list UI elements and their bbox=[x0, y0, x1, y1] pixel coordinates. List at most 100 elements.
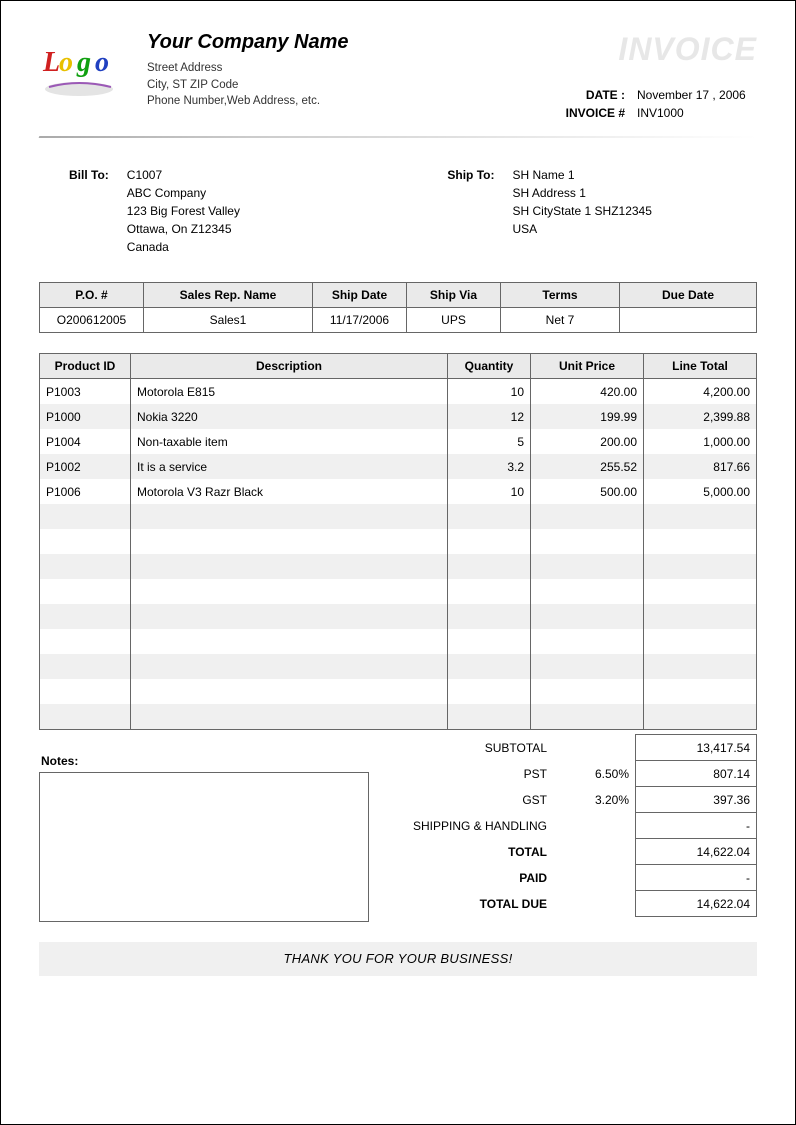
table-row bbox=[40, 504, 757, 529]
cell-product-id bbox=[40, 604, 131, 629]
order-header: Ship Date bbox=[313, 283, 407, 308]
cell-line-total: 817.66 bbox=[644, 454, 757, 479]
notes-label: Notes: bbox=[41, 754, 369, 768]
company-name: Your Company Name bbox=[147, 31, 349, 54]
cell-product-id: P1004 bbox=[40, 429, 131, 454]
totals-label: SHIPPING & HANDLING bbox=[379, 813, 553, 839]
cell-line-total bbox=[644, 654, 757, 679]
cell-quantity bbox=[448, 679, 531, 704]
cell-product-id bbox=[40, 654, 131, 679]
invoice-title: INVOICE bbox=[545, 31, 757, 68]
bill-to-line: Ottawa, On Z12345 bbox=[127, 220, 240, 238]
ship-to-heading: Ship To: bbox=[447, 166, 494, 256]
order-row: O200612005 Sales1 11/17/2006 UPS Net 7 bbox=[40, 308, 757, 333]
order-header: Ship Via bbox=[407, 283, 501, 308]
meta-date-row: DATE : November 17 , 2006 bbox=[545, 86, 757, 104]
totals-row: TOTAL14,622.04 bbox=[379, 839, 757, 865]
cell-unit-price bbox=[531, 679, 644, 704]
cell-description bbox=[131, 704, 448, 730]
svg-text:L: L bbox=[42, 47, 60, 78]
notes-area: Notes: bbox=[39, 734, 369, 922]
cell-quantity: 3.2 bbox=[448, 454, 531, 479]
divider-line bbox=[39, 136, 758, 138]
table-row bbox=[40, 654, 757, 679]
cell-product-id: P1006 bbox=[40, 479, 131, 504]
order-header-row: P.O. # Sales Rep. Name Ship Date Ship Vi… bbox=[40, 283, 757, 308]
bill-to-lines: C1007 ABC Company 123 Big Forest Valley … bbox=[127, 166, 240, 256]
cell-line-total: 5,000.00 bbox=[644, 479, 757, 504]
totals-value: 13,417.54 bbox=[636, 735, 757, 761]
cell-line-total: 4,200.00 bbox=[644, 379, 757, 405]
header-right: INVOICE DATE : November 17 , 2006 INVOIC… bbox=[545, 31, 757, 122]
cell-description bbox=[131, 579, 448, 604]
totals-row: PST6.50%807.14 bbox=[379, 761, 757, 787]
totals-area: SUBTOTAL13,417.54PST6.50%807.14GST3.20%3… bbox=[379, 734, 757, 922]
order-cell-terms: Net 7 bbox=[501, 308, 620, 333]
totals-row: PAID- bbox=[379, 865, 757, 891]
cell-product-id bbox=[40, 704, 131, 730]
cell-unit-price bbox=[531, 579, 644, 604]
totals-value: - bbox=[636, 813, 757, 839]
items-header-row: Product ID Description Quantity Unit Pri… bbox=[40, 354, 757, 379]
table-row bbox=[40, 529, 757, 554]
logo-icon: L o g o bbox=[39, 31, 129, 111]
date-value: November 17 , 2006 bbox=[637, 86, 757, 104]
cell-description bbox=[131, 629, 448, 654]
totals-value: 14,622.04 bbox=[636, 891, 757, 917]
meta-invnum-row: INVOICE # INV1000 bbox=[545, 104, 757, 122]
cell-product-id bbox=[40, 504, 131, 529]
totals-label: GST bbox=[379, 787, 553, 813]
totals-value: 807.14 bbox=[636, 761, 757, 787]
company-block: Your Company Name Street Address City, S… bbox=[147, 31, 349, 122]
bill-to-line: Canada bbox=[127, 238, 240, 256]
totals-label: PST bbox=[379, 761, 553, 787]
cell-quantity bbox=[448, 554, 531, 579]
order-table: P.O. # Sales Rep. Name Ship Date Ship Vi… bbox=[39, 282, 757, 333]
cell-description bbox=[131, 554, 448, 579]
items-header: Product ID bbox=[40, 354, 131, 379]
svg-text:o: o bbox=[95, 47, 109, 78]
company-contact: Phone Number,Web Address, etc. bbox=[147, 93, 349, 110]
items-header: Line Total bbox=[644, 354, 757, 379]
svg-text:o: o bbox=[59, 47, 73, 78]
below-area: Notes: SUBTOTAL13,417.54PST6.50%807.14GS… bbox=[39, 734, 757, 922]
cell-unit-price: 199.99 bbox=[531, 404, 644, 429]
totals-value: - bbox=[636, 865, 757, 891]
cell-quantity bbox=[448, 504, 531, 529]
invnum-label: INVOICE # bbox=[545, 104, 625, 122]
order-cell-po: O200612005 bbox=[40, 308, 144, 333]
cell-description: Motorola V3 Razr Black bbox=[131, 479, 448, 504]
cell-quantity bbox=[448, 529, 531, 554]
cell-description bbox=[131, 604, 448, 629]
totals-percent bbox=[553, 865, 636, 891]
cell-description bbox=[131, 529, 448, 554]
table-row bbox=[40, 629, 757, 654]
date-label: DATE : bbox=[545, 86, 625, 104]
cell-product-id: P1000 bbox=[40, 404, 131, 429]
cell-unit-price bbox=[531, 504, 644, 529]
notes-box[interactable] bbox=[39, 772, 369, 922]
items-table: Product ID Description Quantity Unit Pri… bbox=[39, 353, 757, 730]
cell-line-total bbox=[644, 679, 757, 704]
header-left: L o g o Your Company Name Street Address… bbox=[39, 31, 349, 122]
svg-text:g: g bbox=[76, 47, 91, 78]
items-header: Description bbox=[131, 354, 448, 379]
totals-row: SUBTOTAL13,417.54 bbox=[379, 735, 757, 761]
order-cell-shipvia: UPS bbox=[407, 308, 501, 333]
order-header: Terms bbox=[501, 283, 620, 308]
cell-unit-price: 255.52 bbox=[531, 454, 644, 479]
totals-table: SUBTOTAL13,417.54PST6.50%807.14GST3.20%3… bbox=[379, 734, 757, 917]
cell-product-id bbox=[40, 629, 131, 654]
cell-unit-price bbox=[531, 604, 644, 629]
cell-description bbox=[131, 654, 448, 679]
cell-line-total bbox=[644, 504, 757, 529]
cell-quantity: 5 bbox=[448, 429, 531, 454]
cell-quantity: 10 bbox=[448, 379, 531, 405]
cell-line-total: 1,000.00 bbox=[644, 429, 757, 454]
cell-product-id bbox=[40, 579, 131, 604]
ship-to-lines: SH Name 1 SH Address 1 SH CityState 1 SH… bbox=[513, 166, 652, 256]
bill-to-line: C1007 bbox=[127, 166, 240, 184]
cell-quantity bbox=[448, 629, 531, 654]
cell-description bbox=[131, 504, 448, 529]
table-row bbox=[40, 704, 757, 730]
